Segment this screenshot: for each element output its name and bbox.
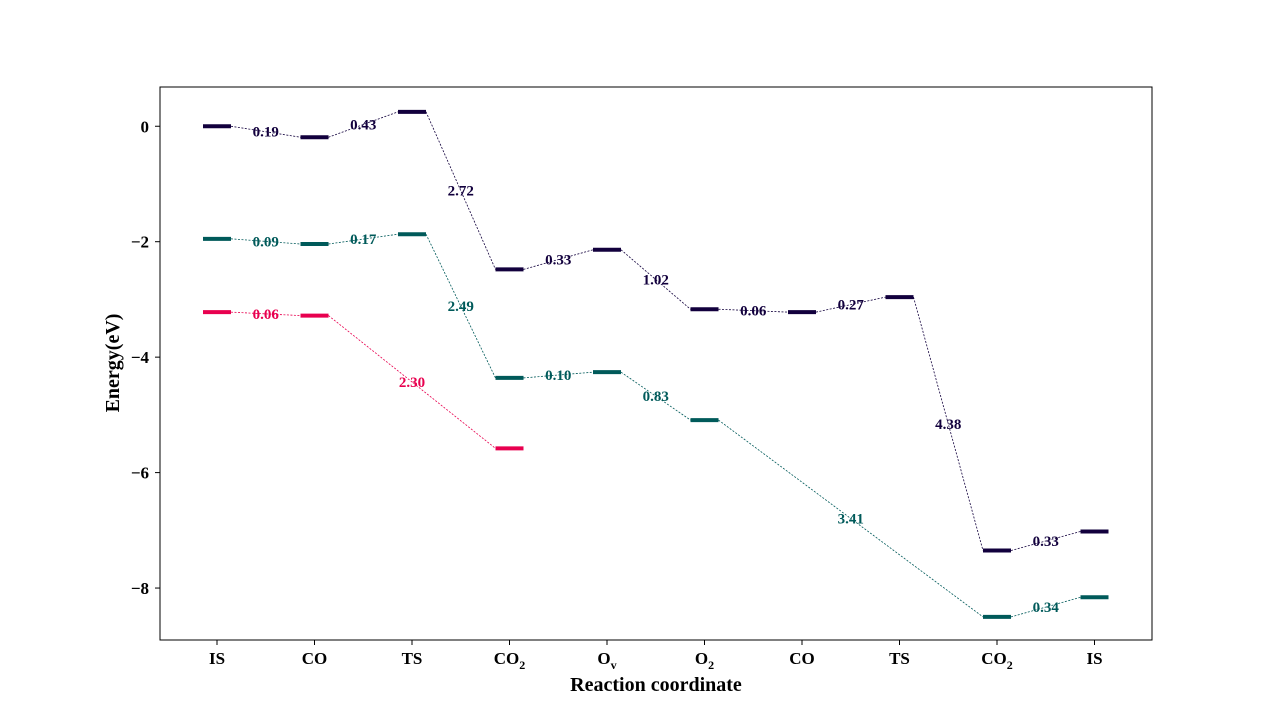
energy-connector [523, 371, 594, 379]
step-energy-label: 0.43 [350, 118, 376, 134]
x-axis: IS CO TS CO2 Ov O2 CO TS CO2 IS [209, 640, 1103, 672]
x-tick-label-main: TS [889, 649, 910, 668]
step-energy-label: 2.72 [448, 184, 474, 200]
step-energy-label: 0.83 [643, 389, 669, 405]
x-tick-label-main: IS [209, 649, 225, 668]
step-energy-label: 0.33 [545, 253, 571, 269]
step-energy-label: 0.10 [545, 368, 571, 384]
y-tick-label: 0 [141, 117, 150, 136]
energy-connector [1010, 596, 1081, 618]
energy-connector [815, 296, 886, 313]
x-tick-label-subscript: 2 [1007, 658, 1013, 672]
step-energy-label: 0.34 [1033, 600, 1060, 616]
x-tick-label: TS [889, 649, 910, 668]
energy-connector [230, 125, 301, 138]
energy-connector [425, 234, 496, 379]
step-energy-label: 1.02 [643, 273, 669, 289]
energy-connector [620, 249, 691, 310]
step-energy-label: 2.30 [399, 375, 425, 391]
x-tick-label-main: TS [402, 649, 423, 668]
series-2: 0.09 0.17 2.49 0.10 0.83 3.41 0.34 [203, 232, 1109, 619]
x-tick-label-main: CO [789, 649, 815, 668]
x-tick-label: Ov [597, 649, 616, 672]
step-energy-label: 0.06 [740, 304, 767, 320]
series-1: 0.19 0.43 2.72 0.33 1.02 0.06 0.27 4.38 0.33 [203, 109, 1109, 553]
y-tick-label: −6 [131, 464, 149, 483]
x-tick-label: CO [302, 649, 328, 668]
energy-connector [230, 238, 301, 245]
energy-connector [425, 111, 496, 270]
x-axis-label: Reaction coordinate [570, 674, 742, 696]
x-tick-label: TS [402, 649, 423, 668]
plot-frame [159, 86, 1153, 641]
x-tick-label: CO2 [494, 649, 526, 672]
energy-connector [1010, 531, 1081, 551]
x-tick-label-main: O [695, 649, 708, 668]
step-energy-label: 0.27 [838, 298, 865, 314]
x-tick-label-main: IS [1086, 649, 1102, 668]
x-tick-label: IS [1086, 649, 1102, 668]
y-axis-label: Energy(eV) [102, 314, 124, 413]
series-3: 0.06 2.30 [203, 307, 524, 451]
y-tick-label: −8 [131, 579, 149, 598]
x-tick-label: CO [789, 649, 815, 668]
x-tick-label-main: CO [302, 649, 328, 668]
x-tick-label-subscript: v [611, 658, 617, 672]
energy-connector [328, 111, 399, 138]
step-energy-label: 0.09 [253, 234, 279, 250]
y-axis: 0 −2 −4 −6 −8 [131, 117, 160, 598]
x-tick-label-subscript: 2 [519, 658, 525, 672]
step-energy-label: 0.33 [1033, 534, 1059, 550]
y-tick-label: −2 [131, 233, 149, 252]
x-tick-label: IS [209, 649, 225, 668]
y-tick-label: −4 [131, 348, 150, 367]
x-tick-label: O2 [695, 649, 714, 672]
x-tick-label-subscript: 2 [708, 658, 714, 672]
series-layer: 0.19 0.432.720.331.020.06 0.274.380.330.09… [203, 109, 1109, 619]
x-tick-label-main: CO [981, 649, 1007, 668]
energy-connector [718, 419, 984, 618]
energy-connector [913, 297, 984, 551]
energy-connector [230, 311, 301, 316]
energy-connector [523, 249, 594, 270]
step-energy-label: 2.49 [448, 299, 474, 315]
x-tick-label: CO2 [981, 649, 1013, 672]
step-energy-label: 0.17 [350, 232, 377, 248]
energy-connector [620, 371, 691, 421]
step-energy-label: 0.19 [253, 125, 279, 141]
x-tick-label-main: O [597, 649, 610, 668]
energy-connector [718, 308, 789, 313]
x-tick-label-main: CO [494, 649, 520, 668]
step-energy-label: 3.41 [838, 511, 864, 527]
energy-connector [328, 233, 399, 245]
step-energy-label: 0.06 [253, 307, 280, 323]
energy-connector [328, 315, 496, 449]
step-energy-label: 4.38 [935, 417, 961, 433]
